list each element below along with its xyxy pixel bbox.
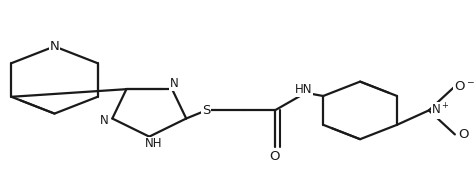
Text: N: N xyxy=(50,40,59,53)
Text: O: O xyxy=(457,128,468,141)
Text: NH: NH xyxy=(145,137,162,150)
Text: O$^-$: O$^-$ xyxy=(453,80,474,93)
Text: O: O xyxy=(269,150,279,163)
Text: N$^+$: N$^+$ xyxy=(430,103,449,118)
Text: N: N xyxy=(170,77,178,90)
Text: N: N xyxy=(99,114,108,127)
Text: S: S xyxy=(201,104,210,117)
Text: HN: HN xyxy=(294,83,311,96)
